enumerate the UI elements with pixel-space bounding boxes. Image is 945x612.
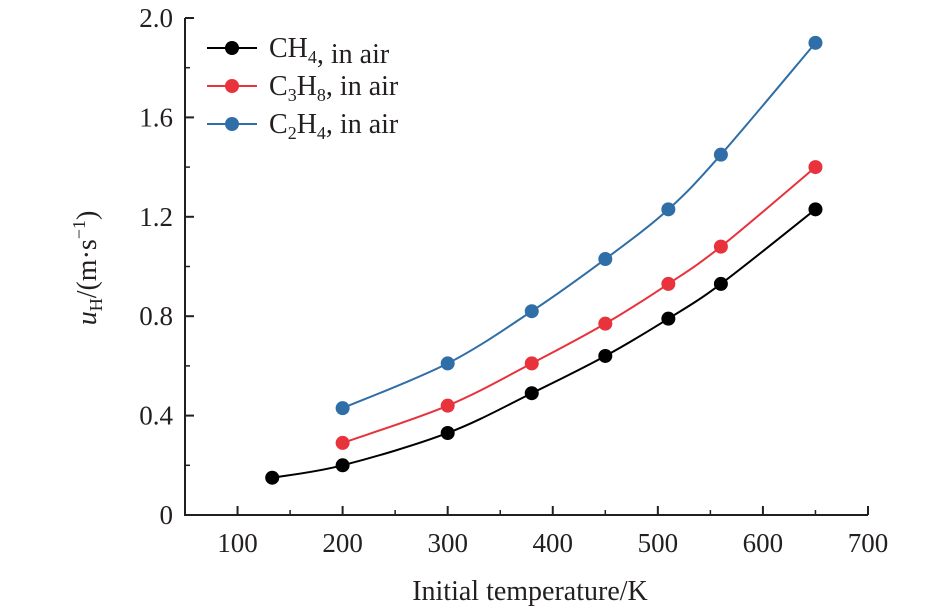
data-point bbox=[598, 252, 613, 267]
x-tick-label: 700 bbox=[848, 528, 889, 558]
x-tick-label: 400 bbox=[533, 528, 574, 558]
data-point bbox=[335, 458, 350, 473]
y-tick-label: 1.6 bbox=[139, 102, 173, 132]
legend-label: C2H4, in air bbox=[269, 109, 399, 143]
y-axis-title-close: ) bbox=[72, 211, 103, 220]
data-point bbox=[335, 435, 350, 450]
y-tick-label: 0 bbox=[160, 500, 174, 530]
data-point bbox=[808, 202, 823, 217]
y-tick-label: 2.0 bbox=[139, 3, 173, 33]
data-point bbox=[713, 239, 728, 254]
data-point bbox=[661, 311, 676, 326]
y-axis-title-superscript: −1 bbox=[69, 220, 89, 239]
series-2 bbox=[335, 160, 823, 450]
data-point bbox=[661, 276, 676, 291]
x-tick-label: 200 bbox=[322, 528, 363, 558]
legend-item: CH4, in air bbox=[207, 33, 390, 70]
series-3 bbox=[335, 35, 823, 416]
data-point bbox=[713, 147, 728, 162]
data-point bbox=[440, 398, 455, 413]
legend-item: C3H8, in air bbox=[207, 71, 399, 105]
y-axis-ticks: 0 0.4 0.8 1.2 1.6 2.0 bbox=[139, 3, 194, 530]
data-point bbox=[808, 160, 823, 175]
legend-marker bbox=[225, 41, 239, 55]
x-tick-label: 500 bbox=[638, 528, 679, 558]
series-line bbox=[342, 42, 817, 410]
data-point bbox=[524, 386, 539, 401]
data-point bbox=[335, 401, 350, 416]
series-layer bbox=[265, 35, 823, 485]
data-point bbox=[440, 425, 455, 440]
data-point bbox=[598, 316, 613, 331]
y-axis-title-subscript: H bbox=[86, 298, 106, 311]
y-tick-label: 0.8 bbox=[139, 301, 173, 331]
y-tick-label: 0.4 bbox=[139, 401, 173, 431]
x-tick-label: 300 bbox=[427, 528, 468, 558]
x-axis-title: Initial temperature/K bbox=[412, 576, 648, 607]
data-point bbox=[661, 202, 676, 217]
y-axis-title: uH/(m·s−1) bbox=[69, 211, 106, 326]
y-tick-label: 1.2 bbox=[139, 202, 173, 232]
legend-marker bbox=[225, 79, 239, 93]
data-point bbox=[524, 356, 539, 371]
data-point bbox=[598, 348, 613, 363]
data-point bbox=[808, 35, 823, 50]
data-point bbox=[440, 356, 455, 371]
y-axis-title-symbol: u bbox=[72, 311, 103, 325]
legend-label: CH4, in air bbox=[269, 33, 390, 70]
series-1 bbox=[265, 202, 823, 485]
y-axis-title-unit: /(m·s bbox=[72, 239, 103, 298]
data-point bbox=[713, 276, 728, 291]
series-line bbox=[342, 166, 817, 444]
x-tick-label: 100 bbox=[217, 528, 258, 558]
data-point bbox=[524, 304, 539, 319]
legend-item: C2H4, in air bbox=[207, 109, 399, 143]
series-line bbox=[272, 208, 817, 479]
x-axis-ticks: 100 200 300 400 500 600 700 bbox=[217, 506, 888, 558]
legend-marker bbox=[225, 117, 239, 131]
legend-label: C3H8, in air bbox=[269, 71, 399, 105]
x-tick-label: 600 bbox=[743, 528, 784, 558]
data-point bbox=[265, 470, 280, 485]
